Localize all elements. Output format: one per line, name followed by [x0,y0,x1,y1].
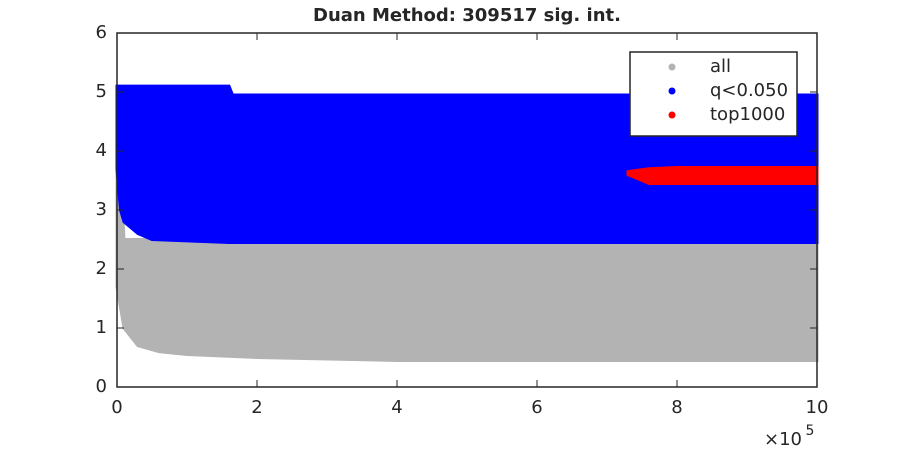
y-tick-label: 1 [96,317,107,338]
point-cloud [626,166,819,185]
y-tick-label: 4 [96,140,107,161]
x-tick-label: 8 [671,397,682,418]
chart-title: Duan Method: 309517 sig. int. [313,5,621,26]
legend: all q<0.050 top1000 [629,51,798,137]
y-tick-label: 3 [96,199,107,220]
x-exponent: 5 [806,423,815,439]
legend-box [629,51,798,137]
legend-label: q<0.050 [710,80,788,101]
y-tick-label: 0 [96,376,107,397]
x-exponent-base: ×10 [764,429,802,450]
x-tick-label: 0 [111,397,122,418]
x-tick-label: 10 [806,397,829,418]
y-tick-label: 5 [96,81,107,102]
legend-marker [668,63,676,71]
y-tick-label: 6 [96,22,107,43]
x-tick-label: 4 [391,397,402,418]
x-tick-label: 2 [251,397,262,418]
y-tick-label: 2 [96,258,107,279]
legend-label: all [710,56,731,77]
x-tick-label: 6 [531,397,542,418]
legend-label: top1000 [710,104,785,125]
legend-marker [668,111,676,119]
legend-marker [668,87,676,95]
